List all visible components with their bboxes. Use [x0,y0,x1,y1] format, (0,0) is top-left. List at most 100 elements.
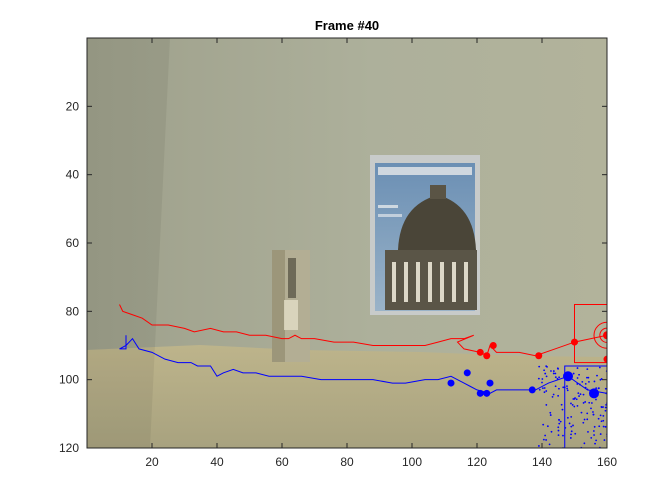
particle [582,421,585,424]
blue-marker [463,369,471,377]
particle [545,390,548,392]
particle [538,388,541,391]
red-bounding-box [574,304,607,364]
particle [544,372,547,375]
particle [557,394,560,397]
particle [557,426,560,429]
particle [562,434,564,437]
blue-marker [486,379,494,387]
poster [370,155,480,315]
particle [558,422,561,425]
particle [568,422,571,425]
red-marker [535,352,543,360]
y-tick-label: 100 [59,373,79,387]
particle [607,396,609,398]
particle [587,376,590,379]
particle [549,411,552,414]
particle [593,380,596,383]
particle [556,458,558,460]
y-tick-label: 20 [66,99,80,113]
blue-marker-large [563,371,573,382]
blue-marker [483,389,491,397]
particle [597,387,600,390]
blue-track-path [119,335,607,394]
particle [570,425,573,428]
particle-cloud [537,365,611,460]
particle [545,375,548,378]
particle [558,376,561,379]
particle [609,416,611,418]
red-marker [483,352,491,360]
particle [556,367,559,370]
particle [586,412,589,415]
blue-track-markers [447,369,599,399]
particle [538,445,540,447]
red-marker [603,355,607,363]
particle [562,386,565,389]
particle [552,393,555,396]
particle [566,385,568,388]
particle [559,420,562,423]
particle [545,404,548,406]
particle [588,401,591,404]
particle [604,387,607,390]
particle [598,425,601,428]
particle [599,414,602,417]
particle [545,439,547,441]
blue-marker [476,389,484,397]
particle [609,452,611,454]
particle [600,449,602,451]
particle [563,449,565,451]
particle [596,374,598,377]
x-tick-label: 100 [402,455,422,469]
particle [583,442,586,445]
particle [576,377,579,379]
particle [550,370,552,372]
particle [580,411,583,414]
particle [570,430,573,433]
particle [590,436,593,439]
floor [87,345,607,448]
particle [572,372,575,375]
red-marker [476,348,484,356]
particle [608,451,610,453]
y-tick-label: 40 [66,168,80,182]
particle [578,373,580,376]
particle [571,450,573,452]
particle [560,403,563,406]
y-axis: 20 40 60 80 100 120 [59,99,607,455]
particle [590,407,592,410]
particle [609,414,611,416]
particle [604,409,607,412]
red-marker [489,342,497,349]
target-center [603,331,607,340]
particle [587,431,589,433]
particle [566,389,569,392]
particle [595,439,597,442]
particle [537,377,540,380]
particle [570,415,573,418]
particle [581,380,584,383]
particle [546,425,549,428]
particle [592,430,595,432]
particle [557,429,560,432]
particle [538,452,540,454]
particle [540,451,542,453]
particle [576,367,579,369]
x-tick-label: 80 [340,455,354,469]
x-tick-label: 40 [210,455,224,469]
blue-marker-large [589,388,599,399]
particle [566,416,569,419]
wall-shadow [87,38,170,448]
particle [544,434,547,437]
particle [566,387,569,390]
particle [579,393,582,396]
y-tick-label: 80 [66,304,80,318]
particle [608,380,610,382]
particle [578,395,580,397]
particle [582,402,585,404]
particle [576,404,579,407]
x-tick-label: 120 [467,455,487,469]
particle [550,430,553,433]
particle [597,417,600,420]
